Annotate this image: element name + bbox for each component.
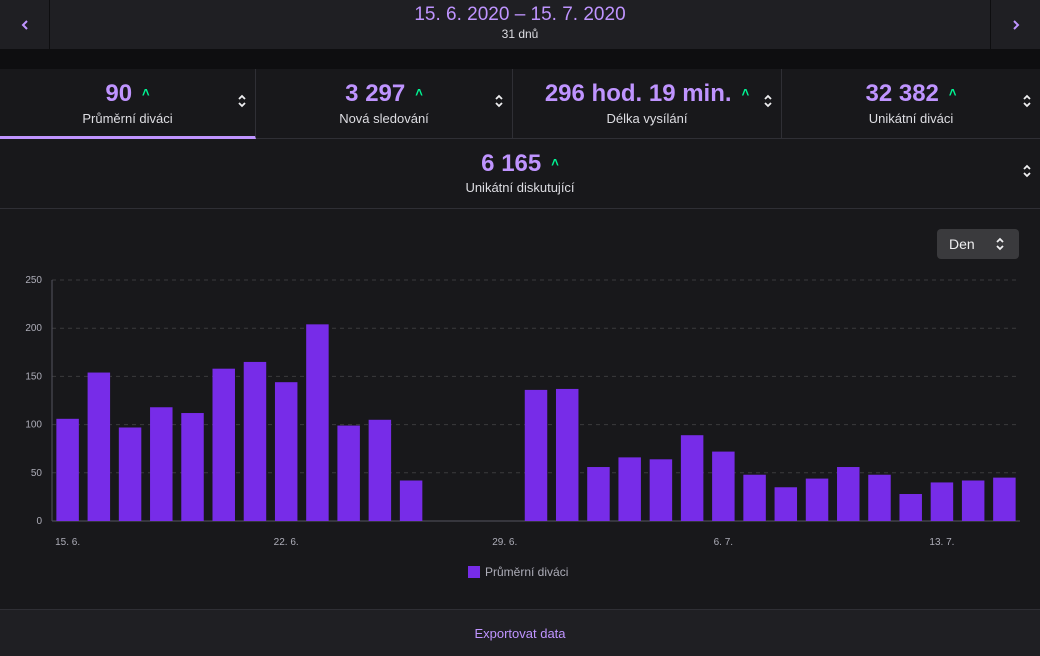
bar-23-6[interactable]: [306, 324, 329, 521]
select-arrows-icon: [996, 237, 1004, 251]
average-viewers-chart: 0 50 100 150 200 250 15. 6. 22. 6. 29. 6. 6. 7. 13…: [25, 275, 1020, 579]
stat-label: Unikátní diváci: [868, 111, 954, 126]
stat-value: 3 297: [345, 80, 406, 107]
sort-icon[interactable]: [763, 93, 773, 109]
days-count: 31 dnů: [501, 27, 539, 41]
stat-stream-length[interactable]: 296 hod. 19 min. ˄ Délka vysílání: [513, 69, 782, 139]
x-tick-label: 13. 7.: [929, 537, 954, 548]
bar-18-6[interactable]: [150, 407, 173, 521]
bar-3-7[interactable]: [618, 457, 641, 521]
bar-24-6[interactable]: [337, 425, 360, 521]
bar-14-7[interactable]: [961, 480, 985, 521]
bar-10-7[interactable]: [837, 467, 860, 521]
stat-value: 90: [105, 80, 133, 107]
sort-icon[interactable]: [1022, 93, 1032, 109]
bar-20-6[interactable]: [212, 368, 235, 521]
bar-30-6[interactable]: [524, 389, 548, 521]
y-tick-label: 50: [31, 468, 43, 479]
separator-band: [0, 50, 1040, 69]
trend-up-icon: ˄: [551, 155, 559, 170]
x-tick-label: 22. 6.: [274, 537, 299, 548]
granularity-selected-value: Den: [949, 236, 975, 252]
legend-swatch: [468, 566, 480, 578]
granularity-select[interactable]: Den: [937, 229, 1019, 259]
bar-5-7[interactable]: [680, 435, 704, 521]
x-tick-label: 15. 6.: [55, 537, 80, 548]
trend-up-icon: ˄: [948, 85, 957, 100]
date-range-bar: 15. 6. 2020 – 15. 7. 2020 31 dnů: [0, 0, 1040, 50]
sort-icon[interactable]: [494, 93, 504, 109]
stat-label: Průměrní diváci: [82, 111, 173, 126]
stat-label: Nová sledování: [339, 111, 429, 126]
bar-15-6[interactable]: [56, 418, 79, 521]
chevron-left-icon: [21, 20, 28, 30]
date-range-display: 15. 6. 2020 – 15. 7. 2020 31 dnů: [50, 0, 990, 50]
next-period-button[interactable]: [990, 0, 1040, 50]
bar-9-7[interactable]: [805, 478, 829, 521]
stat-value: 32 382: [865, 80, 939, 107]
trend-up-icon: ˄: [142, 85, 150, 100]
x-tick-label: 6. 7.: [714, 537, 733, 548]
stat-value: 6 165: [481, 150, 542, 177]
stat-average-viewers[interactable]: 90 ˄ Průměrní diváci: [0, 69, 256, 139]
bar-11-7[interactable]: [868, 474, 891, 521]
bar-19-6[interactable]: [181, 413, 204, 521]
export-data-link[interactable]: Exportovat data: [474, 626, 566, 641]
stat-new-follows[interactable]: 3 297 ˄ Nová sledování: [256, 69, 513, 139]
stat-unique-chatters[interactable]: 6 165 ˄ Unikátní diskutující: [0, 139, 1040, 209]
y-tick-label: 200: [25, 323, 42, 334]
bar-4-7[interactable]: [649, 459, 673, 521]
bar-13-7[interactable]: [930, 482, 954, 521]
stat-value: 296 hod. 19 min.: [544, 80, 732, 107]
y-tick-label: 250: [25, 275, 42, 286]
bar-7-7[interactable]: [743, 474, 766, 521]
bar-12-7[interactable]: [899, 494, 922, 521]
bar-2-7[interactable]: [587, 467, 610, 521]
bar-6-7[interactable]: [712, 451, 735, 521]
previous-period-button[interactable]: [0, 0, 50, 50]
stat-label: Unikátní diskutující: [465, 180, 575, 195]
stat-unique-viewers[interactable]: 32 382 ˄ Unikátní diváci: [782, 69, 1040, 139]
legend-label: Průměrní diváci: [485, 565, 568, 579]
footer-bar: Exportovat data: [0, 609, 1040, 656]
stats-row: 90 ˄ Průměrní diváci 3 297 ˄ Nová sledován…: [0, 69, 1040, 139]
date-range-text: 15. 6. 2020 – 15. 7. 2020: [414, 4, 626, 25]
bar-26-6[interactable]: [399, 480, 423, 521]
y-tick-label: 150: [25, 371, 42, 382]
sort-icon[interactable]: [237, 93, 247, 109]
sort-icon[interactable]: [1022, 163, 1032, 179]
bar-8-7[interactable]: [774, 487, 798, 521]
trend-up-icon: ˄: [741, 85, 750, 100]
bar-21-6[interactable]: [243, 361, 267, 521]
y-tick-label: 0: [36, 516, 42, 527]
bar-17-6[interactable]: [118, 427, 142, 521]
chevron-right-icon: [1012, 20, 1019, 30]
y-tick-label: 100: [25, 420, 42, 431]
stat-label: Délka vysílání: [606, 111, 688, 126]
bar-25-6[interactable]: [368, 419, 392, 521]
x-tick-label: 29. 6.: [492, 537, 517, 548]
trend-up-icon: ˄: [415, 85, 423, 100]
bar-22-6[interactable]: [274, 382, 298, 521]
bar-15-7[interactable]: [993, 477, 1016, 521]
bar-1-7[interactable]: [555, 388, 579, 521]
bar-16-6[interactable]: [87, 372, 111, 521]
